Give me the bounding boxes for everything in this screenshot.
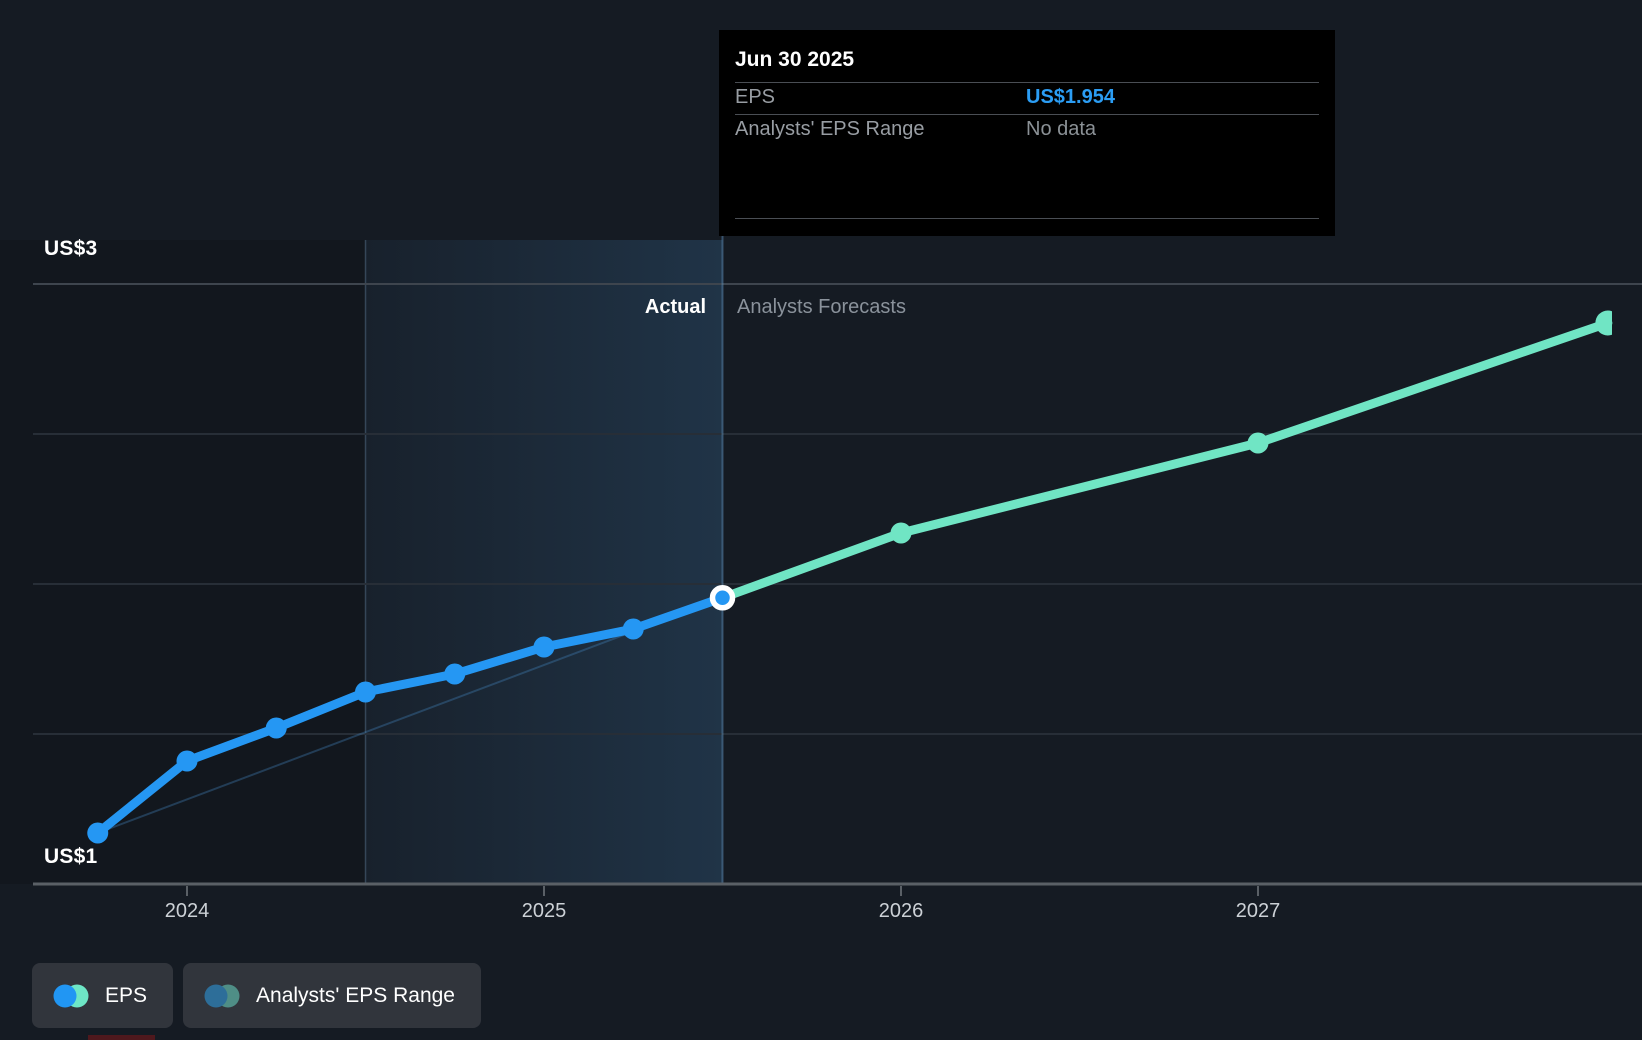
actual-data-point[interactable]: [622, 618, 644, 640]
x-tick-label: 2027: [1236, 900, 1281, 922]
forecast-data-point[interactable]: [890, 522, 912, 544]
analysts-range-dots-icon: [204, 984, 240, 1007]
legend-button-eps[interactable]: EPS: [32, 963, 174, 1028]
actual-phase-label: Actual: [644, 296, 706, 318]
x-tick-label: 2026: [879, 900, 924, 922]
actual-data-point[interactable]: [265, 717, 287, 739]
eps-series-dots-icon: [53, 984, 89, 1007]
pre-band-background: [0, 240, 366, 884]
trend-connector-line: [97, 596, 723, 834]
legend-button-analysts-eps-range[interactable]: Analysts' EPS Range: [183, 963, 481, 1028]
forecast-end-point[interactable]: [1595, 310, 1620, 336]
tooltip-date-title: Jun 30 2025: [735, 48, 855, 71]
tooltip-eps-label: EPS: [735, 86, 776, 108]
actual-data-point[interactable]: [355, 681, 376, 703]
x-tick-label: 2025: [522, 900, 567, 922]
chart-tooltip: Jun 30 2025 EPS US$1.954 Analysts' EPS R…: [719, 30, 1335, 236]
forecast-data-point[interactable]: [1247, 432, 1269, 454]
forecast-eps-line[interactable]: [718, 318, 1613, 603]
bottom-edge-element: [88, 1035, 155, 1040]
legend-label-eps: EPS: [105, 983, 148, 1007]
tooltip-divider: [735, 218, 1319, 219]
y-axis-label-top: US$3: [44, 237, 98, 260]
current-data-point[interactable]: [709, 585, 736, 611]
actual-data-point[interactable]: [87, 822, 109, 844]
y-axis-label-bottom: US$1: [44, 845, 98, 868]
forecast-phase-label: Analysts Forecasts: [737, 296, 906, 318]
actual-data-point[interactable]: [444, 663, 466, 685]
x-tick-label: 2024: [165, 900, 210, 922]
actual-data-point[interactable]: [533, 636, 555, 658]
legend-label-analysts-eps-range: Analysts' EPS Range: [256, 983, 455, 1007]
tooltip-range-label: Analysts' EPS Range: [735, 118, 925, 140]
actual-period-band: [365, 240, 723, 884]
chart-legend: EPS Analysts' EPS Range: [32, 963, 481, 1028]
tooltip-divider: [735, 82, 1319, 83]
tooltip-divider: [735, 114, 1319, 115]
actual-eps-line[interactable]: [93, 593, 727, 838]
tooltip-range-value: No data: [1026, 118, 1097, 140]
actual-data-point[interactable]: [176, 750, 198, 772]
tooltip-eps-value: US$1.954: [1026, 86, 1115, 108]
